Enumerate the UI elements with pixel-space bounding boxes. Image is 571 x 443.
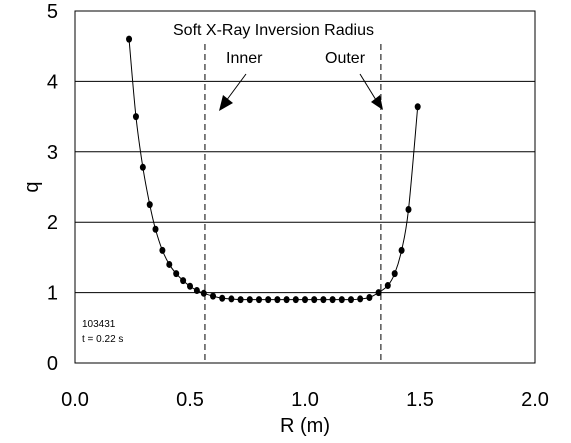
data-point [398, 246, 405, 254]
inner-arrow-head [219, 95, 233, 111]
data-point [246, 296, 253, 304]
data-point [187, 282, 193, 290]
inner-label: Inner [226, 50, 263, 67]
y-tick-label: 0 [47, 353, 58, 375]
data-point [139, 163, 146, 171]
curve-layer [128, 39, 419, 301]
data-point [338, 296, 345, 304]
data-point [320, 296, 327, 304]
x-tick-label: 1.5 [406, 389, 434, 411]
data-point [180, 277, 187, 285]
inversion-radius-lines [204, 44, 382, 363]
data-point [366, 294, 373, 302]
outer-arrow-shaft [359, 73, 377, 101]
x-tick-labels: 0.0 0.5 1.0 1.5 2.0 [61, 389, 549, 411]
shot-number: 103431 [82, 319, 116, 330]
y-tick-label: 1 [47, 283, 58, 305]
y-tick-labels: 0 1 2 3 4 5 [47, 1, 58, 375]
y-tick-label: 5 [47, 1, 58, 23]
x-tick-label: 1.0 [291, 389, 319, 411]
y-tick-label: 2 [47, 212, 58, 234]
data-point [311, 296, 318, 304]
data-point [146, 201, 153, 209]
data-point [357, 295, 364, 303]
data-point [193, 286, 200, 294]
time-label: t = 0.22 s [82, 334, 123, 345]
data-points [126, 35, 421, 304]
outer-arrow-head [371, 95, 383, 110]
data-point [219, 294, 226, 302]
data-point [126, 35, 133, 43]
inner-arrow-shaft [225, 73, 247, 102]
annotation-title-mask [455, 18, 485, 42]
data-point [391, 270, 398, 278]
data-point [274, 296, 281, 304]
data-point [256, 296, 262, 304]
data-point [405, 206, 412, 214]
x-tick-label: 2.0 [521, 389, 549, 411]
annotation-title: Soft X-Ray Inversion Radius [173, 22, 374, 39]
y-tick-label: 3 [47, 142, 58, 164]
plot-frame [74, 10, 536, 364]
y-tick-label: 4 [47, 71, 58, 93]
outer-label: Outer [325, 50, 366, 67]
data-point [166, 260, 173, 268]
x-axis-title: R (m) [280, 415, 330, 437]
y-axis-title: q [21, 181, 43, 192]
data-point [329, 296, 336, 304]
x-tick-label: 0.5 [176, 389, 204, 411]
data-point [132, 113, 139, 121]
x-tick-label: 0.0 [61, 389, 89, 411]
data-point [283, 296, 290, 304]
q-profile-curve [128, 39, 419, 301]
data-point [228, 295, 235, 303]
data-point [200, 289, 207, 297]
data-point [292, 296, 299, 304]
data-point [152, 225, 159, 233]
data-point [348, 296, 354, 304]
data-point [237, 296, 244, 304]
grid-lines [75, 80, 535, 294]
data-point [375, 289, 382, 297]
data-point [173, 270, 180, 278]
data-point [210, 292, 216, 300]
data-point [302, 296, 308, 304]
data-point [414, 103, 421, 111]
data-point [159, 246, 166, 254]
data-point [384, 282, 391, 290]
data-point [265, 296, 272, 304]
